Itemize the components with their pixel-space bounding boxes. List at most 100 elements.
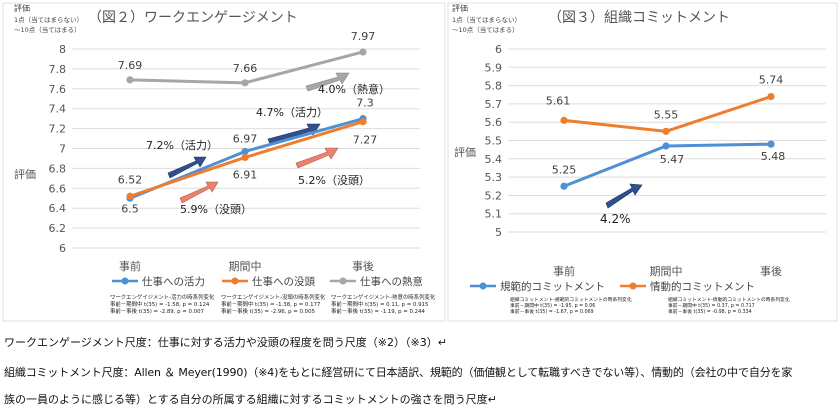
c2-point-1-2 <box>767 92 775 101</box>
c2-data-label-0-0: 5.25 <box>552 163 577 176</box>
chart2-frame <box>447 2 838 322</box>
c1-legend: 仕事への活力 仕事への没頭 仕事への熱意 <box>112 275 423 288</box>
c1-stat-1-b: 事前－事後 t(35) = -2.89, p = 0.007 <box>110 307 204 315</box>
c2-ytick-label: 6 <box>495 43 502 56</box>
c1-axis-note-2: 1点（当てはまらない） <box>14 15 83 24</box>
c2-data-label-0-1: 5.47 <box>660 153 685 166</box>
c1-annotation-absorption-1: 5.9%（没頭） <box>180 203 252 216</box>
c2-stat-1-b: 事前－事後 t(35) = -1.67, p = 0.069 <box>510 308 594 315</box>
chart1-frame <box>2 2 446 322</box>
c1-data-label-2-1: 7.66 <box>233 62 258 75</box>
c2-axis-note-2: 1点（当てはまらない） <box>452 15 521 24</box>
c1-ytick-label: 6.4 <box>49 202 67 215</box>
c1-title: （図２）ワークエンゲージメント <box>88 10 298 26</box>
c2-ytick-label: 5.1 <box>485 208 503 221</box>
c1-legend-marker-dedication <box>339 277 347 285</box>
c1-stat-2-a: 事前－期間中 t(35) = -1.38, p = 0.177 <box>221 300 320 308</box>
c2-annotation-normative: 4.2% <box>600 212 631 226</box>
c2-point-0-1 <box>662 142 670 150</box>
c1-point-2-2 <box>359 48 367 56</box>
c1-xtick-label: 期間中 <box>229 260 262 273</box>
c2-ytick-label: 5.9 <box>485 61 503 74</box>
c1-annotation-dedication: 4.0%（熱意） <box>318 82 390 96</box>
c1-stat-3-head: ワークエンゲイジメント-熱意の時系列変化 <box>331 293 436 301</box>
c1-legend-vitality: 仕事への活力 <box>142 275 205 288</box>
c2-legend-marker-affective <box>629 282 637 290</box>
c2-data-label-0-2: 5.48 <box>761 150 786 163</box>
c2-x-ticks: 事前 期間中 事後 <box>553 264 782 278</box>
c1-axis-note-1: 評価 <box>14 3 30 13</box>
c2-arrow-normative <box>605 183 643 209</box>
c1-point-2-0 <box>126 76 134 84</box>
c2-ytick-label: 5.3 <box>485 171 503 184</box>
caption-commitment-line1: 組織コミットメント尺度：Allen ＆ Meyer(1990)（※4)をもとに経… <box>4 366 793 379</box>
c1-ytick-label: 7 <box>59 143 66 156</box>
c1-annotation-vitality-1: 7.2%（活力） <box>146 139 218 152</box>
c1-arrow-vitality-1 <box>167 156 207 179</box>
c1-arrow-absorption-1 <box>179 181 219 204</box>
c1-ytick-label: 6.8 <box>49 162 67 175</box>
c1-point-2-1 <box>241 79 249 87</box>
c2-xtick-label: 事前 <box>553 264 575 278</box>
c2-point-0-0 <box>560 182 568 190</box>
c2-ytick-label: 5.5 <box>485 135 503 148</box>
c1-ylabel: 評価 <box>14 167 36 181</box>
c2-point-1-0 <box>560 116 568 124</box>
c1-legend-marker-vitality <box>121 277 129 285</box>
c1-data-label-0-2: 7.3 <box>356 97 374 110</box>
c1-point-1-0 <box>126 192 134 200</box>
c1-stat-3-a: 事前－期間中 t(35) = 0.11, p = 0.915 <box>331 300 428 308</box>
c2-point-0-2 <box>767 140 775 148</box>
c2-ytick-label: 5.2 <box>485 189 503 202</box>
c2-series-lines <box>560 92 775 190</box>
c1-xtick-label: 事後 <box>352 259 374 273</box>
c1-data-label-2-2: 7.97 <box>351 30 376 43</box>
c2-point-1-1 <box>662 127 670 135</box>
c1-stat-3-b: 事前－事後 t(35) = -1.19, p = 0.244 <box>331 307 426 315</box>
c2-ytick-label: 5.8 <box>485 80 503 93</box>
c2-stat-notes: 組織コミットメント-規範的コミットメントの時系列変化 事前－期間中 t(35) … <box>510 296 790 315</box>
c2-ylabel: 評価 <box>454 145 476 159</box>
c2-stat-2-head: 組織コミットメント-情動的コミットメントの時系列変化 <box>668 296 790 303</box>
c1-stat-1-head: ワークエンゲイジメント-活力の時系列変化 <box>110 293 215 301</box>
c1-data-label-1-1: 6.91 <box>233 168 258 181</box>
c2-ytick-label: 5.7 <box>485 98 503 111</box>
chart-work-engagement: 評価 1点（当てはまらない） ～10点（当てはまる） （図２）ワークエンゲージメ… <box>14 3 436 315</box>
c1-stat-notes: ワークエンゲイジメント-活力の時系列変化 事前－期間中 t(35) = -1.5… <box>110 293 436 315</box>
c1-ytick-label: 6.2 <box>49 222 67 235</box>
c1-data-label-1-0: 6.52 <box>118 173 143 186</box>
c2-data-label-1-0: 5.61 <box>546 94 571 107</box>
c1-ytick-label: 7.6 <box>49 83 67 96</box>
c1-ytick-label: 8 <box>59 43 66 56</box>
c1-ytick-label: 6.6 <box>49 182 67 195</box>
c1-xtick-label: 事前 <box>119 259 141 273</box>
c1-data-labels: 6.5 6.97 7.3 6.52 6.91 7.27 7.69 7.66 7.97 <box>118 30 378 215</box>
c1-point-1-2 <box>359 118 367 126</box>
c2-ytick-label: 5.4 <box>485 153 503 166</box>
c2-legend-affective: 情動的コミットメント <box>650 280 755 293</box>
c2-stat-1-a: 事前－期間中 t(35) = -1.95, p = 0.06 <box>510 302 595 309</box>
c2-gridlines <box>508 48 826 233</box>
c2-data-label-1-1: 5.55 <box>654 108 679 121</box>
c1-ytick-label: 7.8 <box>49 63 67 76</box>
c1-y-ticks: 6 6.2 6.4 6.6 6.8 7 7.2 7.4 7.6 7.8 8 <box>49 43 67 255</box>
c1-stat-1-a: 事前－期間中 t(35) = -1.58, p = 0.124 <box>110 300 210 308</box>
c1-legend-marker-absorption <box>231 277 239 285</box>
c1-annotation-vitality-2: 4.7%（活力） <box>256 106 328 119</box>
c1-arrow-absorption-2 <box>295 147 339 169</box>
c1-axis-note-3: ～10点（当てはまる） <box>14 25 81 34</box>
c2-ytick-label: 5.6 <box>485 116 503 129</box>
c2-title: （図３）組織コミットメント <box>548 10 730 26</box>
c1-point-1-1 <box>241 153 249 162</box>
c2-data-labels: 5.25 5.47 5.48 5.61 5.55 5.74 <box>546 74 786 177</box>
c2-data-label-1-2: 5.74 <box>759 74 784 87</box>
c2-axis-note-1: 評価 <box>452 3 468 13</box>
c1-ytick-label: 7.2 <box>49 123 67 136</box>
c1-arrow-dedication <box>305 72 350 92</box>
c1-stat-2-head: ワークエンゲイジメント-没頭の時系列変化 <box>221 293 326 301</box>
c1-data-label-2-0: 7.69 <box>118 59 143 72</box>
c1-x-ticks: 事前 期間中 事後 <box>119 259 374 273</box>
c2-legend-normative: 規範的コミットメント <box>500 280 605 293</box>
c2-stat-2-a: 事前－期間中 t(35) = 0.37, p = 0.717 <box>668 302 755 309</box>
